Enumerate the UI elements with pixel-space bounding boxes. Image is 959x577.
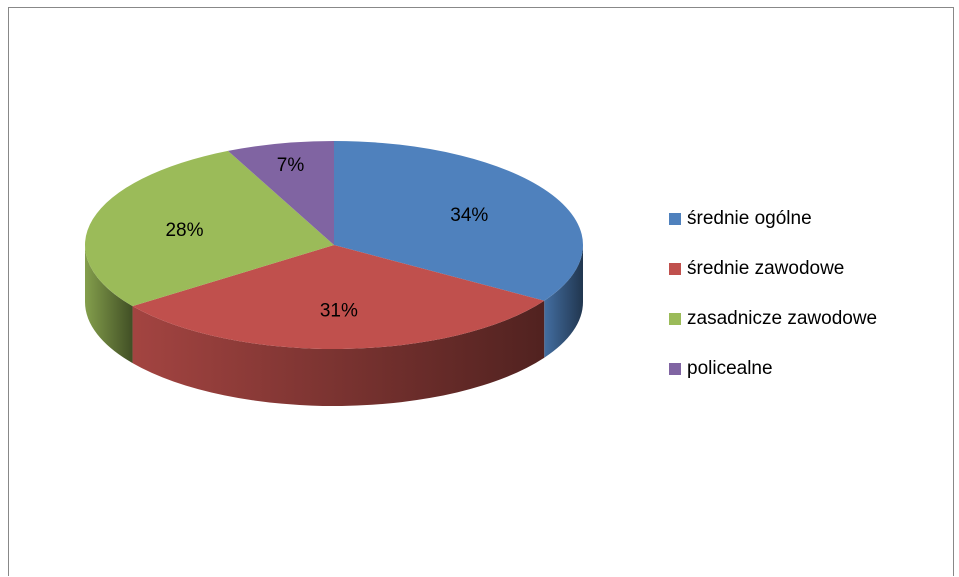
legend-label: policealne xyxy=(687,358,773,379)
legend-swatch-policealne xyxy=(669,363,681,375)
legend-label: średnie ogólne xyxy=(687,208,812,229)
legend-swatch-srednie-ogolne xyxy=(669,213,681,225)
legend: średnie ogólne średnie zawodowe zasadnic… xyxy=(669,206,877,406)
pie-slice-srednie-ogolne xyxy=(334,141,583,301)
data-label-srednie-zawodowe: 31% xyxy=(320,300,358,321)
chart-area: 34% 31% 28% 7% średnie ogólne średnie zawod… xyxy=(8,7,954,576)
legend-item-srednie-zawodowe: średnie zawodowe xyxy=(669,256,877,282)
legend-item-srednie-ogolne: średnie ogólne xyxy=(669,206,877,232)
data-label-srednie-ogolne: 34% xyxy=(450,205,488,226)
legend-swatch-srednie-zawodowe xyxy=(669,263,681,275)
legend-item-zasadnicze-zawodowe: zasadnicze zawodowe xyxy=(669,306,877,332)
pie-slice-zasadnicze-zawodowe xyxy=(85,150,334,307)
data-label-zasadnicze-zawodowe: 28% xyxy=(165,220,203,241)
legend-label: zasadnicze zawodowe xyxy=(687,308,878,329)
legend-swatch-zasadnicze-zawodowe xyxy=(669,313,681,325)
legend-label: średnie zawodowe xyxy=(687,258,845,279)
pie-side-srednie-zawodowe xyxy=(132,300,545,406)
pie-chart: 34% 31% 28% 7% xyxy=(85,141,583,406)
pie-side-srednie-ogolne xyxy=(544,245,583,358)
pie-slice-policealne xyxy=(227,141,334,245)
pie-slice-srednie-zawodowe xyxy=(132,245,545,349)
data-label-policealne: 7% xyxy=(277,155,305,176)
legend-item-policealne: policealne xyxy=(669,356,877,382)
pie-side-zasadnicze-zawodowe xyxy=(85,245,133,364)
